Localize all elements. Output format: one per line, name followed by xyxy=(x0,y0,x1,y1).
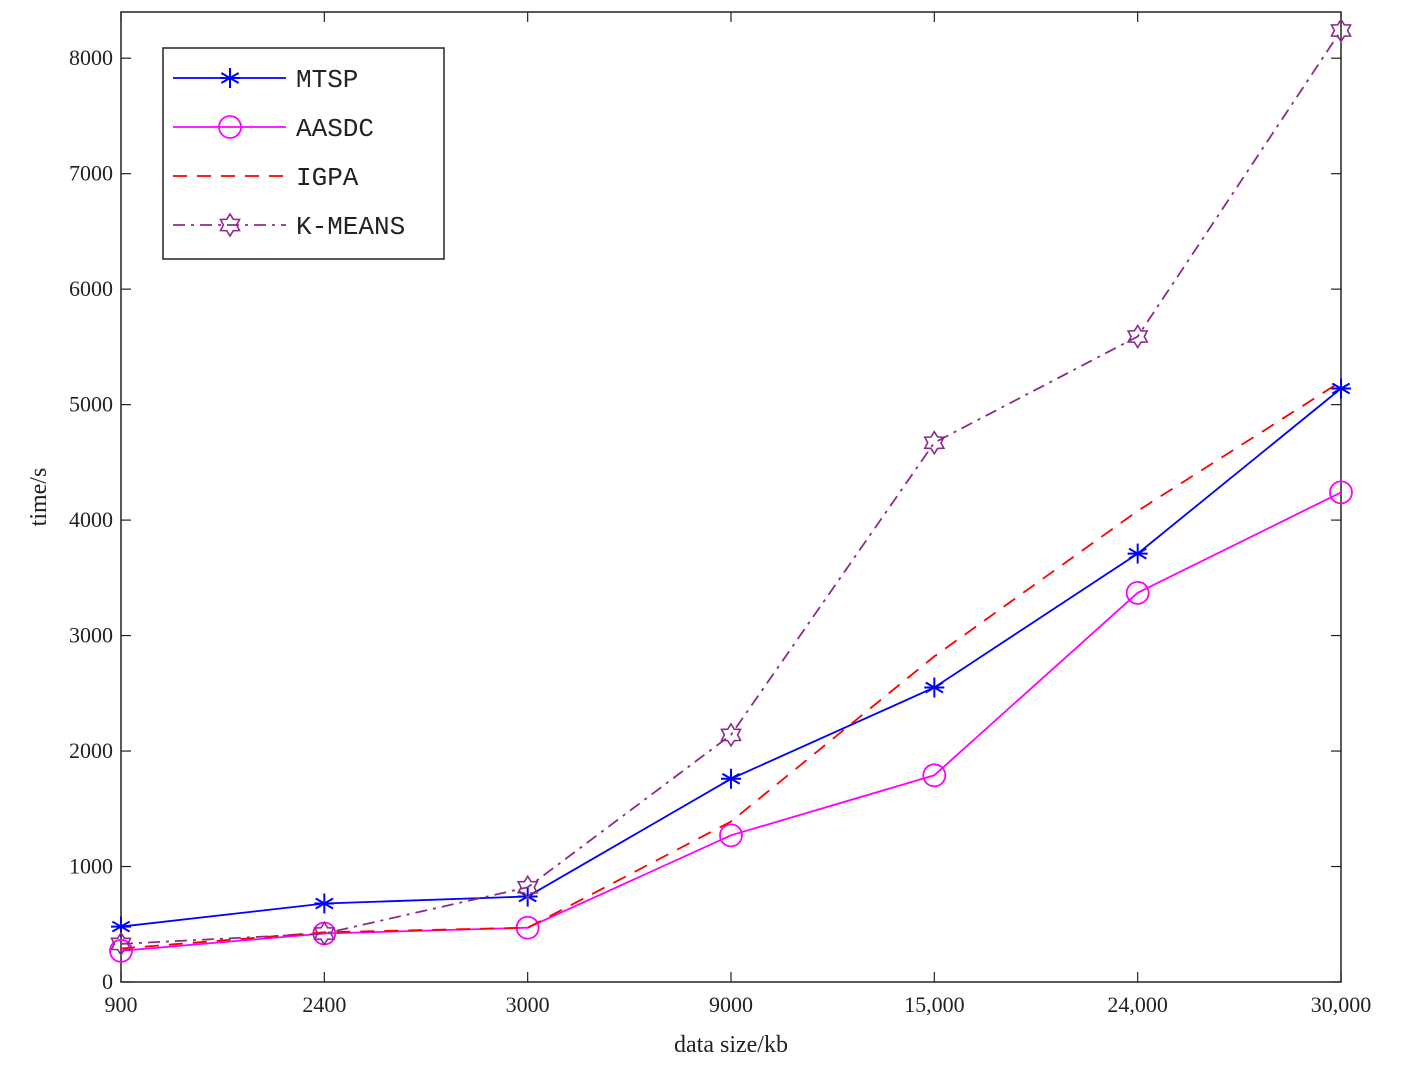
data-point xyxy=(924,677,945,698)
data-point xyxy=(1331,378,1351,399)
series-igpa xyxy=(120,380,1342,950)
y-axis: 0 1000 2000 3000 4000 5000 6000 7000 8000 xyxy=(69,45,1341,994)
y-tick-label: 2000 xyxy=(69,738,113,763)
data-point xyxy=(313,920,336,947)
x-tick-label: 24,000 xyxy=(1107,992,1168,1017)
series-aasdc xyxy=(109,480,1353,963)
data-point xyxy=(922,763,947,788)
y-tick-label: 4000 xyxy=(69,507,113,532)
legend-label: AASDC xyxy=(296,114,374,144)
series-line xyxy=(120,491,1342,952)
legend: MTSP AASDC IGPA K-MEANS xyxy=(162,47,445,260)
data-point xyxy=(1126,323,1149,350)
x-tick-label: 15,000 xyxy=(904,992,965,1017)
data-point xyxy=(1125,580,1150,605)
data-point xyxy=(109,938,133,963)
data-point xyxy=(516,874,539,900)
y-axis-label: time/s xyxy=(26,468,52,527)
data-point xyxy=(923,430,946,456)
y-tick-label: 7000 xyxy=(69,161,113,186)
data-point xyxy=(719,823,743,848)
y-tick-label: 6000 xyxy=(69,276,113,301)
x-axis-label: data size/kb xyxy=(674,1032,788,1058)
x-axis: 900 2400 3000 9000 15,000 24,000 30,000 xyxy=(105,12,1372,1017)
y-tick-label: 8000 xyxy=(69,45,113,70)
y-tick-label: 1000 xyxy=(69,854,113,879)
y-tick-label: 0 xyxy=(102,969,113,994)
legend-label: IGPA xyxy=(296,163,359,193)
legend-marker xyxy=(220,68,240,88)
x-tick-label: 9000 xyxy=(709,992,753,1017)
y-tick-label: 3000 xyxy=(69,623,113,648)
series-k-means xyxy=(110,17,1352,957)
legend-marker xyxy=(218,115,242,139)
legend-label: MTSP xyxy=(296,65,358,95)
y-tick-label: 5000 xyxy=(69,392,113,417)
series-line xyxy=(120,30,1342,945)
x-tick-label: 900 xyxy=(105,992,138,1017)
data-point xyxy=(721,768,741,789)
legend-marker xyxy=(219,212,241,238)
series-line xyxy=(120,380,1342,950)
series-layer xyxy=(109,17,1353,963)
data-point xyxy=(110,931,132,957)
data-point xyxy=(1127,543,1148,564)
data-point xyxy=(314,893,335,914)
x-tick-label: 2400 xyxy=(302,992,346,1017)
data-point xyxy=(1329,480,1353,505)
data-point xyxy=(1330,17,1352,44)
legend-box xyxy=(162,47,445,260)
legend-label: K-MEANS xyxy=(296,212,405,242)
x-tick-label: 30,000 xyxy=(1311,992,1372,1017)
x-tick-label: 3000 xyxy=(506,992,550,1017)
data-point xyxy=(720,722,742,748)
